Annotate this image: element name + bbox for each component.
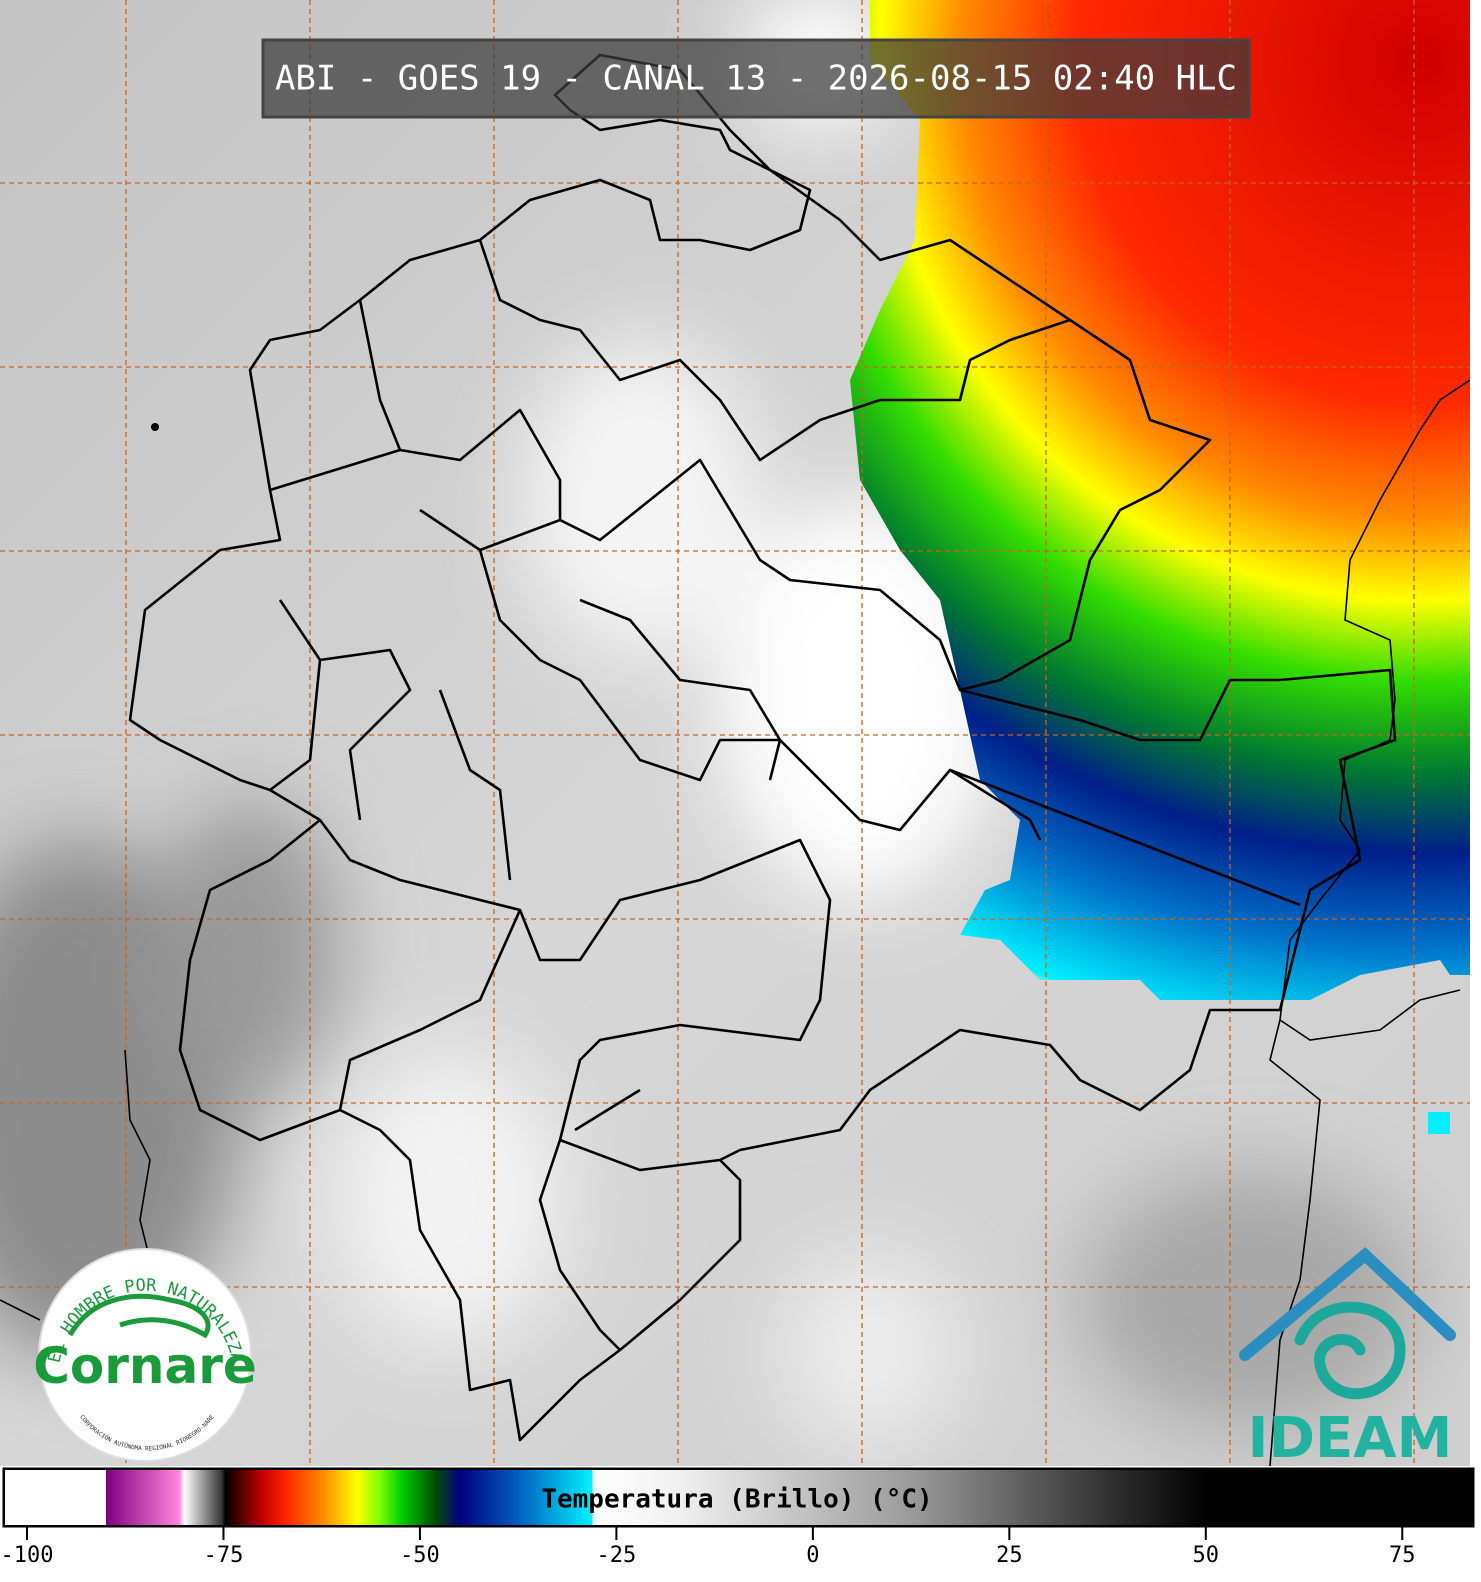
colorbar [5,1470,1472,1525]
tick-label: 75 [1389,1543,1416,1568]
colorbar-label: Temperatura (Brillo) (°C) [541,1485,932,1515]
tick-label: 50 [1193,1543,1220,1568]
title-box [261,38,1251,119]
map-area [0,0,1470,1466]
tick-label: -75 [204,1543,244,1568]
cold-cloud-region [850,0,1470,1000]
tick-label: -50 [400,1543,440,1568]
ideam-logo: IDEAM [1239,1246,1456,1471]
tick-label: 25 [996,1543,1023,1568]
tick-label: -25 [597,1543,637,1568]
map-title: ABI - GOES 19 - CANAL 13 - 2026-08-15 02… [275,59,1237,99]
city-marker [151,423,159,431]
grid [0,0,1470,1466]
ideam-name: IDEAM [1248,1406,1453,1471]
colorbar-frame [2,1467,1475,1528]
cold-pixel [1428,1112,1450,1134]
cloud-texture [0,0,1420,1450]
tick-label: 0 [806,1543,819,1568]
cornare-logo: EL HOMBRE POR NATURALEZA Cornare CORPORA… [33,1248,257,1462]
cornare-name: Cornare [33,1337,257,1395]
boundaries [128,53,1397,1442]
river-lines [0,379,1470,1466]
tick-label: -100 [1,1543,54,1568]
